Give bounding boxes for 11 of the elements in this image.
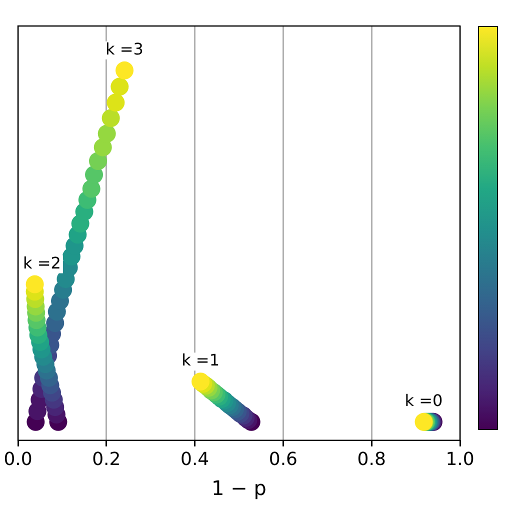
annotation: k =1	[182, 350, 220, 370]
x-axis-title: 1 − p	[212, 476, 266, 500]
x-tick-label: 0.4	[180, 448, 210, 470]
x-tick-label: 1.0	[446, 448, 474, 470]
annotation: k =3	[106, 40, 144, 59]
x-tick-label: 0.2	[92, 448, 121, 470]
annotation: k =2	[23, 253, 61, 272]
x-tick-label: 0.8	[357, 448, 386, 470]
annotation: k =0	[404, 391, 443, 410]
x-tick-label: 0.0	[4, 448, 32, 470]
x-tick-label: 0.6	[268, 448, 298, 470]
